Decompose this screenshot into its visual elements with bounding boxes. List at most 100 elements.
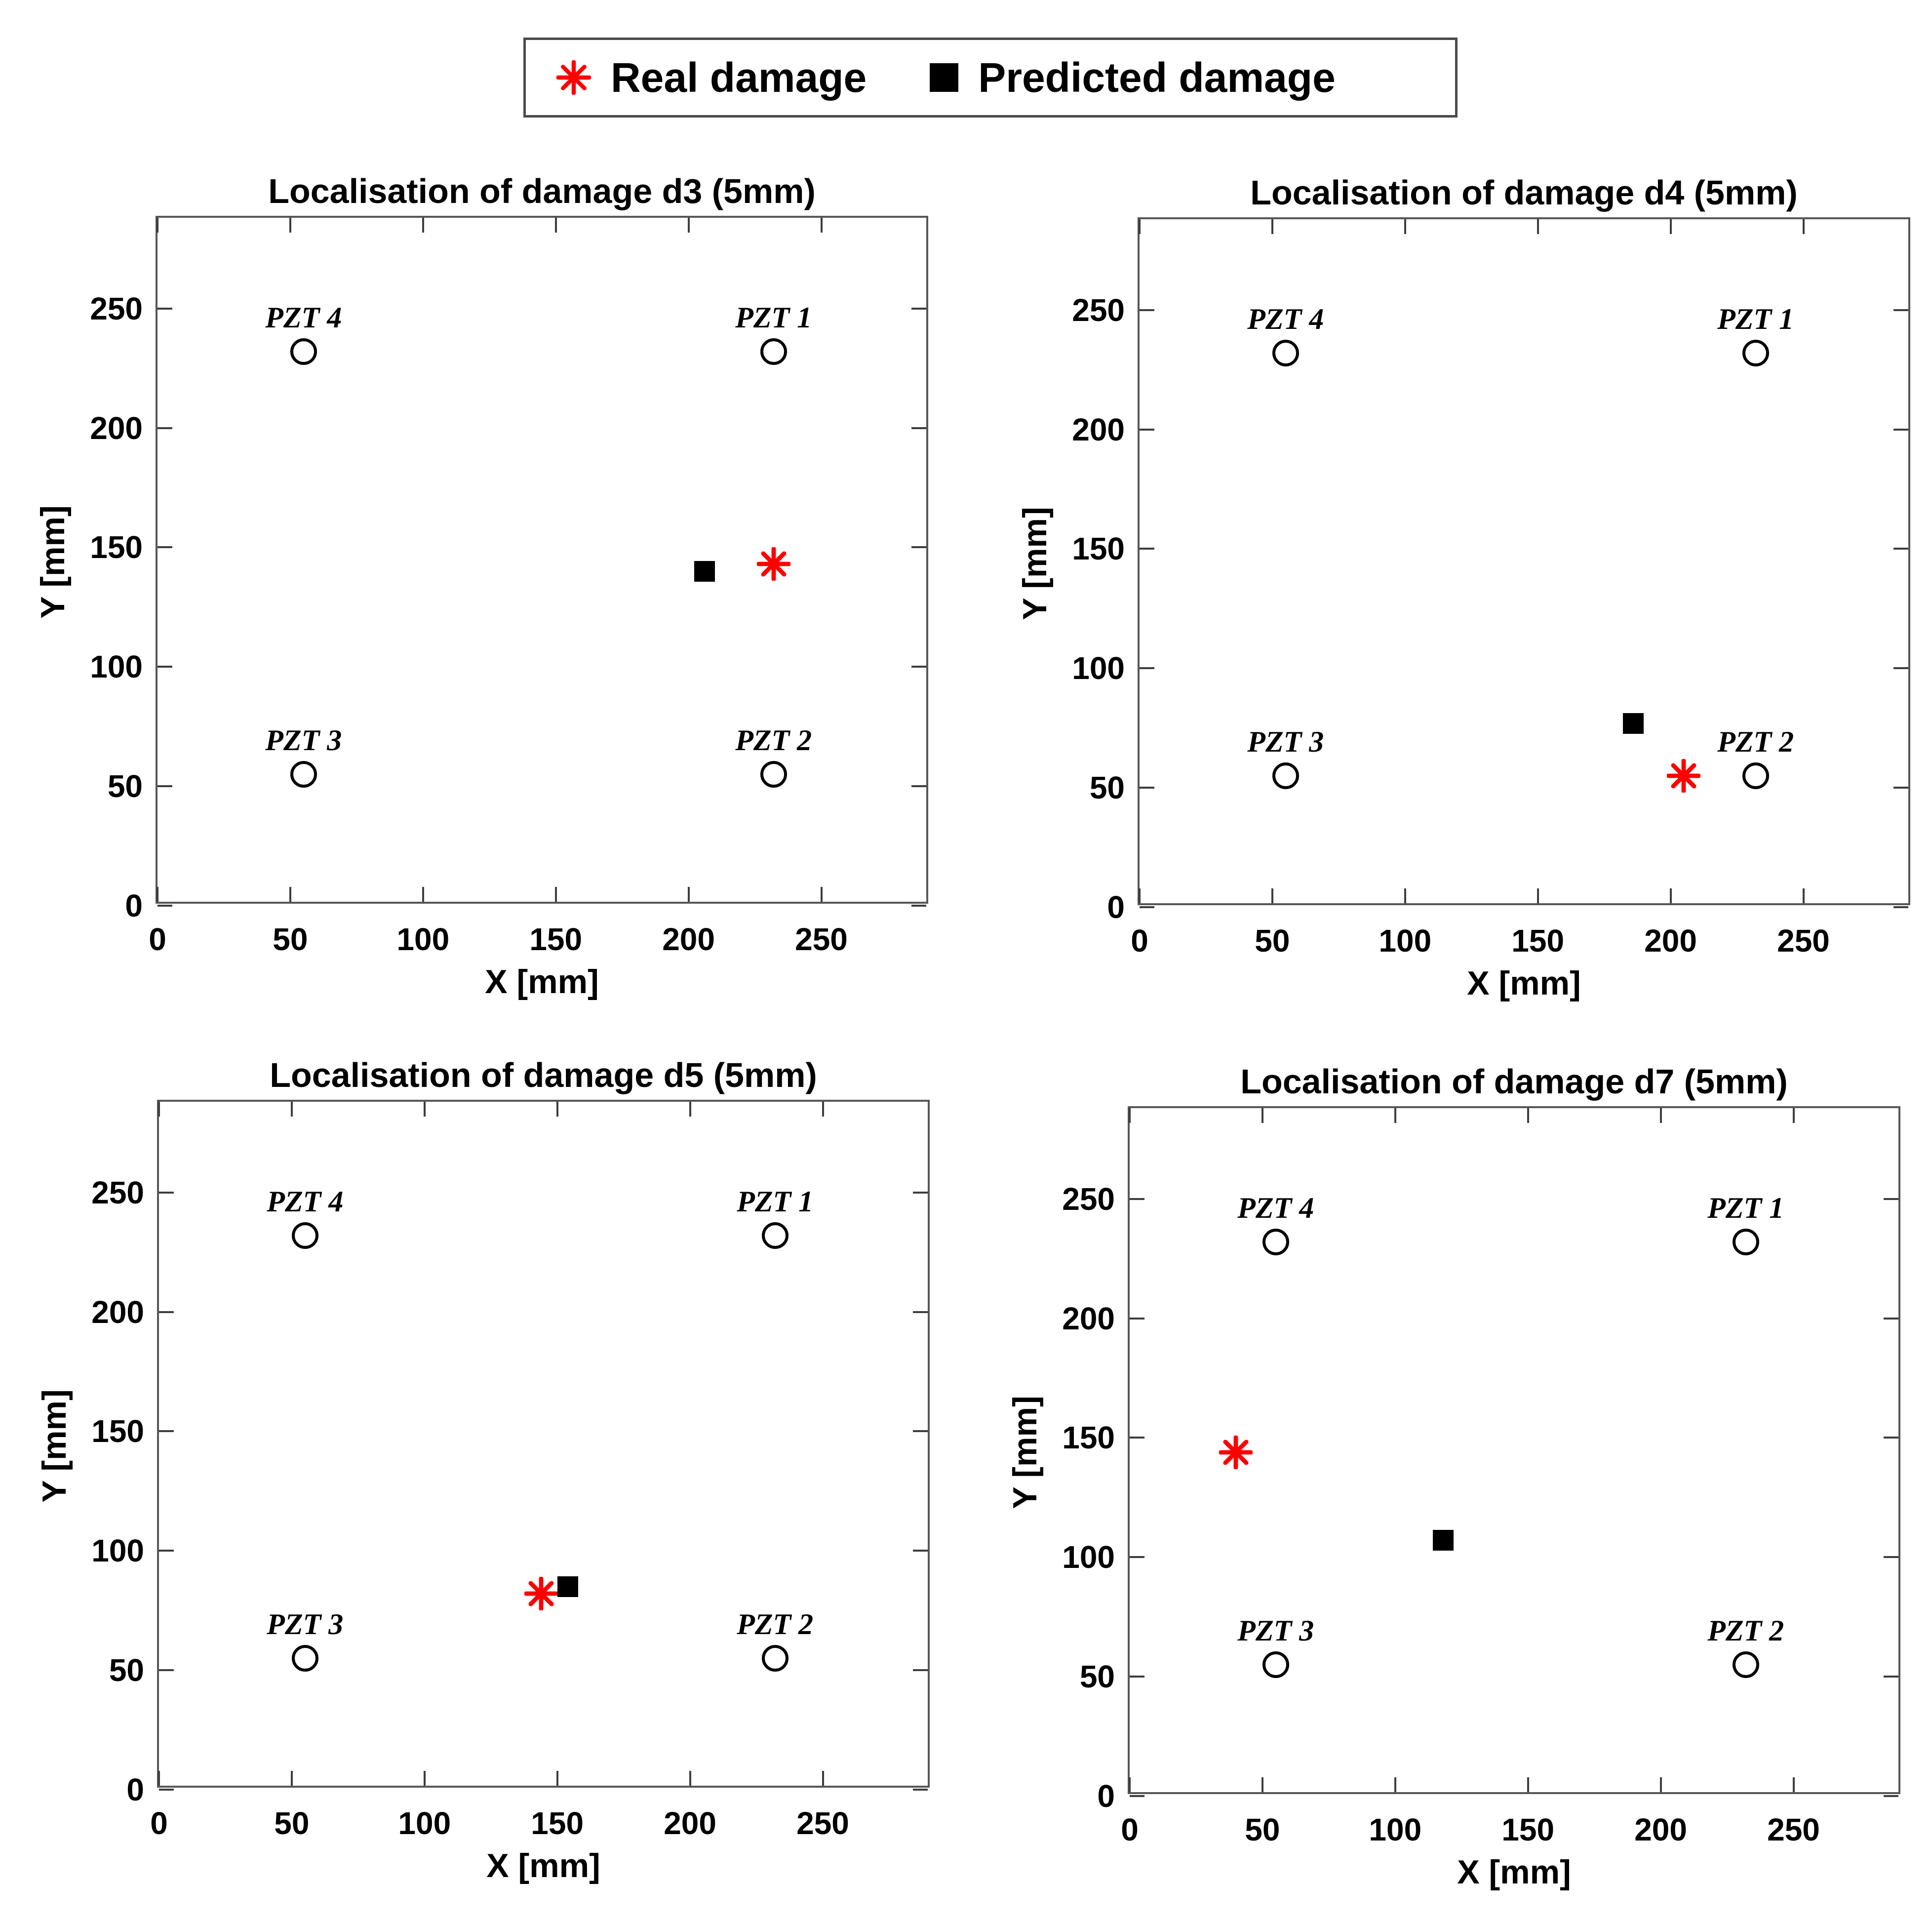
x-tick-mark-top bbox=[422, 218, 424, 233]
pzt-sensor-label: PZT 2 bbox=[737, 1607, 814, 1641]
pzt-sensor-circle-icon bbox=[760, 338, 788, 365]
x-tick-mark-top bbox=[1404, 219, 1406, 234]
x-axis-label: X [mm] bbox=[1467, 964, 1581, 1002]
y-tick-mark-right bbox=[1893, 667, 1908, 670]
legend-label-predicted-damage: Predicted damage bbox=[978, 54, 1336, 101]
x-tick-label: 50 bbox=[273, 921, 308, 957]
x-tick-label: 150 bbox=[531, 1805, 584, 1841]
pzt-sensor-circle-icon bbox=[1742, 339, 1770, 367]
pzt-sensor-circle-icon bbox=[291, 1644, 319, 1672]
pzt-sensor-circle-icon bbox=[1262, 1651, 1290, 1679]
y-tick-mark-right bbox=[911, 427, 926, 429]
y-tick-mark bbox=[1140, 787, 1154, 789]
y-tick-label: 150 bbox=[1062, 1420, 1115, 1456]
legend-item-predicted-damage: Predicted damage bbox=[930, 40, 1336, 115]
pzt-sensor-circle-icon bbox=[1732, 1228, 1760, 1256]
y-tick-label: 250 bbox=[91, 1174, 144, 1210]
y-tick-mark bbox=[1130, 1437, 1144, 1439]
y-tick-label: 100 bbox=[90, 649, 143, 685]
x-tick-mark bbox=[1129, 1777, 1131, 1792]
x-tick-mark-top bbox=[556, 1102, 558, 1117]
pzt-sensor-label: PZT 4 bbox=[265, 301, 342, 334]
predicted-damage-square-icon bbox=[930, 63, 959, 92]
x-tick-label: 0 bbox=[150, 1805, 168, 1841]
pzt-sensor-circle-icon bbox=[291, 1222, 319, 1249]
y-tick-mark-right bbox=[1893, 309, 1908, 311]
x-tick-label: 0 bbox=[1131, 923, 1148, 959]
y-tick-mark-right bbox=[913, 1550, 928, 1552]
y-tick-mark bbox=[159, 1191, 174, 1194]
x-tick-label: 150 bbox=[1501, 1812, 1555, 1847]
y-tick-mark-right bbox=[911, 546, 926, 549]
x-tick-label: 100 bbox=[398, 1805, 451, 1841]
legend-item-real-damage: Real damage bbox=[556, 40, 867, 115]
real-damage-marker-icon bbox=[524, 1576, 559, 1611]
y-tick-mark bbox=[1140, 548, 1154, 550]
y-tick-label: 100 bbox=[1062, 1539, 1115, 1575]
pzt-sensor-circle-icon bbox=[1732, 1651, 1760, 1679]
predicted-damage-marker-icon bbox=[1623, 713, 1644, 734]
pzt-sensor-circle-icon bbox=[760, 760, 788, 788]
pzt-sensor-circle-icon bbox=[290, 760, 317, 788]
pzt-sensor-label: PZT 1 bbox=[737, 1185, 814, 1218]
x-tick-mark-top bbox=[687, 218, 690, 233]
y-tick-mark bbox=[1140, 906, 1154, 908]
y-axis-label: Y [mm] bbox=[1016, 506, 1054, 620]
x-tick-mark bbox=[158, 1771, 160, 1786]
x-tick-mark bbox=[289, 887, 291, 902]
x-tick-mark bbox=[290, 1771, 293, 1786]
x-tick-mark bbox=[1537, 888, 1539, 903]
x-tick-mark-top bbox=[158, 1102, 160, 1117]
y-axis-label: Y [mm] bbox=[36, 1389, 73, 1503]
x-tick-mark bbox=[1404, 888, 1406, 903]
x-tick-label: 100 bbox=[1379, 923, 1432, 959]
x-axis-label: X [mm] bbox=[485, 963, 599, 1001]
x-tick-mark-top bbox=[157, 218, 158, 233]
y-tick-mark-right bbox=[913, 1311, 928, 1313]
y-tick-mark bbox=[1140, 667, 1154, 670]
y-tick-mark-right bbox=[913, 1669, 928, 1672]
pzt-sensor-label: PZT 4 bbox=[1247, 302, 1324, 335]
real-damage-asterisk-icon bbox=[556, 60, 591, 95]
x-tick-mark bbox=[423, 1771, 426, 1786]
x-tick-mark-top bbox=[822, 1102, 824, 1117]
y-tick-mark bbox=[1130, 1198, 1144, 1200]
x-tick-mark-top bbox=[1659, 1108, 1662, 1123]
x-tick-mark bbox=[554, 887, 557, 902]
x-tick-mark-top bbox=[1129, 1108, 1131, 1123]
x-tick-label: 200 bbox=[664, 1805, 716, 1841]
pzt-sensor-label: PZT 3 bbox=[1247, 725, 1324, 758]
x-tick-mark-top bbox=[1261, 1108, 1263, 1123]
pzt-sensor-circle-icon bbox=[761, 1222, 789, 1249]
x-tick-label: 200 bbox=[1644, 923, 1697, 959]
y-tick-mark-right bbox=[1884, 1556, 1898, 1559]
x-tick-mark bbox=[1669, 888, 1672, 903]
pzt-sensor-circle-icon bbox=[1742, 762, 1770, 790]
pzt-sensor-label: PZT 2 bbox=[735, 723, 812, 757]
x-tick-mark-top bbox=[554, 218, 557, 233]
x-tick-label: 250 bbox=[1767, 1812, 1820, 1847]
y-tick-label: 150 bbox=[90, 529, 143, 565]
pzt-sensor-circle-icon bbox=[1272, 762, 1300, 790]
y-tick-mark-right bbox=[911, 785, 926, 788]
y-tick-mark-right bbox=[1893, 787, 1908, 789]
x-tick-label: 250 bbox=[796, 1805, 849, 1841]
y-tick-mark bbox=[1130, 1317, 1144, 1320]
predicted-damage-marker-icon bbox=[557, 1576, 579, 1597]
y-tick-label: 150 bbox=[1072, 531, 1125, 567]
plot-title-d4: Localisation of damage d4 (5mm) bbox=[1250, 173, 1798, 212]
x-tick-label: 250 bbox=[795, 921, 848, 957]
y-tick-label: 200 bbox=[1062, 1300, 1115, 1336]
x-tick-mark bbox=[1527, 1777, 1529, 1792]
x-tick-label: 100 bbox=[1369, 1812, 1422, 1847]
x-tick-label: 200 bbox=[1634, 1812, 1687, 1847]
y-tick-label: 50 bbox=[107, 768, 143, 804]
y-tick-label: 100 bbox=[91, 1533, 144, 1569]
x-tick-label: 50 bbox=[1245, 1812, 1280, 1847]
y-tick-mark bbox=[159, 1669, 174, 1672]
y-tick-label: 200 bbox=[91, 1294, 144, 1330]
y-axis-label: Y [mm] bbox=[1006, 1395, 1044, 1509]
y-tick-label: 250 bbox=[90, 290, 143, 326]
y-tick-mark bbox=[158, 427, 172, 429]
pzt-sensor-label: PZT 3 bbox=[267, 1607, 344, 1641]
